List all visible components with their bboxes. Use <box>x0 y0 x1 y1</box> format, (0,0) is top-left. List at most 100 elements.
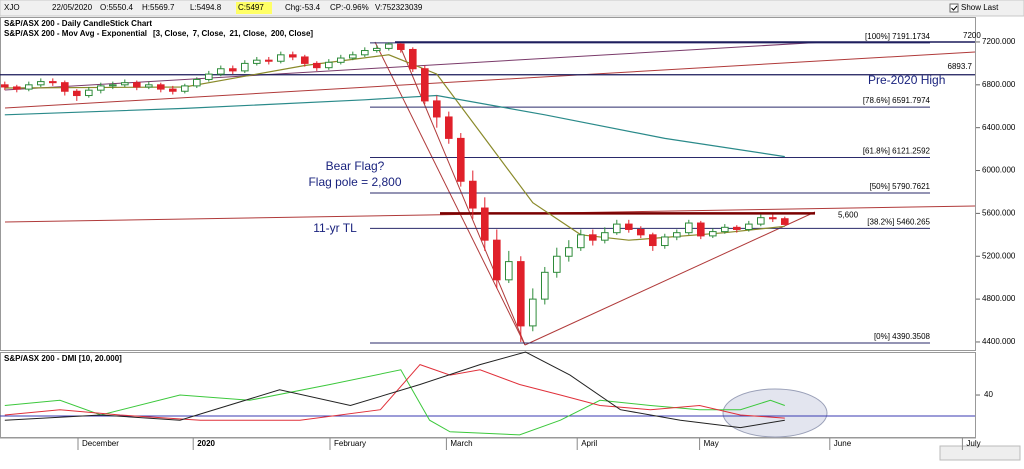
candle-body <box>205 73 213 80</box>
candle-body <box>493 239 501 281</box>
x-tick-label: December <box>82 439 119 448</box>
highlight-ellipse <box>722 388 828 438</box>
candle-body <box>133 82 141 88</box>
change: Chg:-53.4 <box>285 3 321 12</box>
y-tick-label: 5200.000 <box>982 251 1016 260</box>
candle-body <box>277 54 285 62</box>
candle-body <box>0 84 9 88</box>
candle-body <box>157 84 165 90</box>
annotation: 11-yr TL <box>313 221 357 235</box>
scroll-controls[interactable] <box>939 445 1021 461</box>
candle-body <box>745 223 753 230</box>
show-last-checkbox[interactable] <box>949 3 959 13</box>
fib-label: [61.8%] 6121.2592 <box>863 147 931 156</box>
candle-body <box>13 86 21 90</box>
candle-body <box>565 247 573 257</box>
volume: V:752323039 <box>375 3 423 12</box>
candle-body <box>361 50 369 56</box>
moving-average <box>4 94 785 158</box>
candle-body <box>253 59 261 64</box>
candle-body <box>325 61 333 69</box>
candle-body <box>649 234 657 247</box>
candle-body <box>397 43 405 50</box>
fib-label: [50%] 5790.7621 <box>870 182 931 191</box>
level-label: 5,600 <box>838 211 859 220</box>
flag-pole-line <box>374 41 526 346</box>
x-tick-label: July <box>966 439 980 448</box>
trendline <box>4 51 976 109</box>
candle-body <box>697 222 705 237</box>
candle-body <box>301 56 309 64</box>
candle-body <box>241 62 249 72</box>
candle-body <box>673 232 681 238</box>
close: C:5497 <box>238 3 264 12</box>
dmi-line <box>4 351 785 429</box>
flag-pole-line <box>399 45 526 346</box>
y-tick-label: 4400.000 <box>982 337 1016 346</box>
candle-body <box>661 236 669 247</box>
candle-body <box>85 89 93 97</box>
change-pct: CP:-0.96% <box>330 3 369 12</box>
y-tick-label: 5600.000 <box>982 209 1016 218</box>
annotation: Bear Flag? <box>326 159 385 173</box>
candle-body <box>781 218 789 225</box>
candle-body <box>613 223 621 234</box>
candle-body <box>481 207 489 241</box>
candle-body <box>313 62 321 69</box>
y-tick-label: 4800.000 <box>982 294 1016 303</box>
support-line <box>524 211 816 346</box>
x-tick-label: May <box>704 439 719 448</box>
candle-body <box>601 232 609 241</box>
candle-body <box>97 85 105 91</box>
candle-body <box>217 68 225 75</box>
candle-body <box>589 234 597 241</box>
x-tick-label: 2020 <box>197 439 215 448</box>
candle-body <box>73 90 81 97</box>
dmi-line <box>4 369 785 436</box>
ma-legend: 21, Close, <box>229 29 266 38</box>
candle-body <box>625 223 633 230</box>
y-tick-label: 40 <box>984 390 993 399</box>
candle-body <box>541 271 549 300</box>
candle-body <box>61 82 69 92</box>
candle-body <box>721 226 729 233</box>
candle-body <box>709 231 717 237</box>
y-tick-label: 6400.000 <box>982 123 1016 132</box>
close-highlight <box>236 2 272 14</box>
ma-title: S&P/ASX 200 - Mov Avg - Exponential <box>4 29 147 38</box>
candle-body <box>517 261 525 327</box>
show-last[interactable]: Show Last <box>961 3 999 12</box>
fib-label: [100%] 7191.1734 <box>865 32 930 41</box>
candle-body <box>229 68 237 72</box>
candle-body <box>505 261 513 281</box>
candle-body <box>457 137 465 182</box>
candle-body <box>265 59 273 62</box>
moving-average <box>4 54 785 241</box>
candle-body <box>169 88 177 92</box>
ma-legend: [3, Close, <box>153 29 189 38</box>
checkmark <box>951 5 958 11</box>
candle-body <box>685 222 693 234</box>
candle-body <box>37 81 45 86</box>
high: H:5569.7 <box>142 3 175 12</box>
candle-body <box>385 43 393 49</box>
fib-label: [0%] 4390.3508 <box>874 332 931 341</box>
y-tick-label: 7200.000 <box>982 37 1016 46</box>
x-tick-label: April <box>581 439 597 448</box>
y-tick-label: 6800.000 <box>982 80 1016 89</box>
candle-body <box>445 116 453 139</box>
candle-body <box>577 234 585 249</box>
dmi-panel <box>0 352 976 438</box>
candle-body <box>469 180 477 209</box>
candle-body <box>349 54 357 59</box>
open: O:5550.4 <box>100 3 133 12</box>
candle-body <box>289 54 297 58</box>
fib-label: [38.2%] 5460.265 <box>867 217 930 226</box>
candle-body <box>373 47 381 52</box>
candle-body <box>181 85 189 92</box>
candle-body <box>733 226 741 230</box>
candle-body <box>409 48 417 70</box>
date: 22/05/2020 <box>52 3 93 12</box>
